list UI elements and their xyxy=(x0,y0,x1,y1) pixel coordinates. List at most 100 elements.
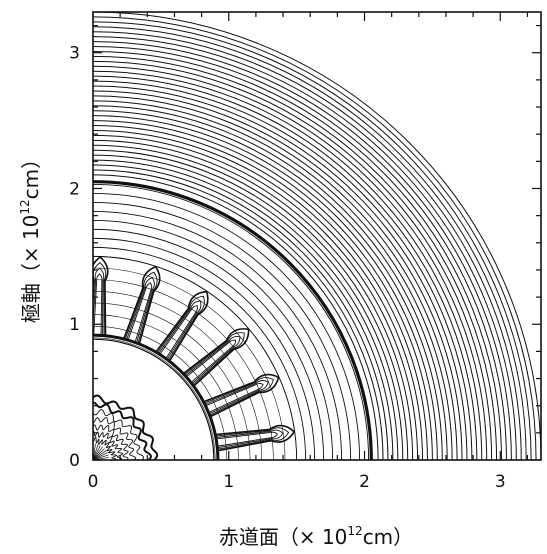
core-contour xyxy=(93,401,152,460)
core-contour xyxy=(93,417,137,460)
shell-contour xyxy=(93,246,307,460)
plume-contour xyxy=(124,271,158,344)
x-tick-label: 0 xyxy=(88,472,99,492)
core-ray xyxy=(93,444,99,460)
shell-contour xyxy=(93,201,352,460)
x-tick-label: 1 xyxy=(223,472,234,492)
y-axis-title: 極軸（× 1012cm） xyxy=(18,149,43,323)
plot-frame xyxy=(92,11,542,461)
outer-contour xyxy=(93,50,503,460)
plume-contour xyxy=(215,424,296,452)
plume-contour xyxy=(203,373,280,418)
outer-contour xyxy=(93,100,453,460)
outer-contour xyxy=(93,80,473,460)
outer-contour xyxy=(93,65,488,460)
outer-contour xyxy=(93,41,512,460)
plume-contour xyxy=(186,339,237,383)
mid-contour xyxy=(93,302,251,460)
plume-contour xyxy=(205,382,264,413)
outer-contour xyxy=(93,169,384,460)
x-axis-title: 赤道面（× 1012cm） xyxy=(219,524,413,549)
outer-contour xyxy=(93,174,379,460)
outer-contour xyxy=(93,12,541,460)
outer-contour xyxy=(93,70,483,460)
outer-contour xyxy=(93,31,522,460)
plume-contour xyxy=(204,377,274,416)
plume-contour xyxy=(93,273,103,336)
plume-contour xyxy=(156,295,205,361)
mid-contour xyxy=(93,256,297,460)
y-tick-labels: 0 1 2 3 xyxy=(69,44,80,471)
outer-contour xyxy=(93,46,507,460)
plume-base-contour xyxy=(93,333,220,460)
mid-contour xyxy=(93,290,263,460)
outer-contour xyxy=(93,159,394,460)
plume-contour xyxy=(127,282,153,343)
outer-contour xyxy=(93,164,389,460)
y-tick-label: 2 xyxy=(69,179,80,199)
axis-ticks xyxy=(92,12,541,461)
x-tick-label: 2 xyxy=(359,472,370,492)
outer-contour xyxy=(93,139,414,460)
shell-contour xyxy=(93,210,343,460)
outer-contour xyxy=(93,75,478,460)
mid-contour xyxy=(93,267,286,460)
core-contour xyxy=(93,429,124,460)
plume-contour xyxy=(204,380,269,415)
outer-contour xyxy=(93,90,463,460)
outer-contour xyxy=(93,149,404,460)
shell-contour xyxy=(93,192,361,460)
core-ray xyxy=(93,454,109,460)
shell-contour xyxy=(93,219,334,460)
outer-contour xyxy=(93,110,443,460)
plume-contour xyxy=(215,429,284,449)
plume-contour xyxy=(93,255,109,336)
plume-contour xyxy=(126,277,155,343)
outer-contour xyxy=(93,16,537,460)
plume-contour xyxy=(93,267,105,336)
outer-contour xyxy=(93,105,448,460)
plume-base-contour xyxy=(93,338,215,460)
outer-contour xyxy=(93,115,438,460)
shell-contour xyxy=(93,228,325,460)
core-ray xyxy=(93,446,103,460)
y-tick-label: 3 xyxy=(69,44,80,64)
plume-contour xyxy=(215,427,290,450)
core-contour xyxy=(93,436,118,460)
outer-contour xyxy=(93,55,498,460)
outer-contour xyxy=(93,60,493,460)
outer-contour xyxy=(93,129,424,460)
outer-contour xyxy=(93,144,409,460)
outer-contour xyxy=(93,85,468,460)
plume-contour xyxy=(185,336,241,385)
mid-contour xyxy=(93,314,239,460)
plume-contour xyxy=(155,290,209,362)
outer-contour xyxy=(93,120,433,460)
plume-contour xyxy=(159,305,198,359)
outer-contour xyxy=(93,26,527,460)
plume-contour xyxy=(182,328,250,387)
core-contour xyxy=(93,409,145,460)
outer-contour xyxy=(93,36,517,460)
mid-contour xyxy=(93,337,216,460)
outer-contour xyxy=(93,134,419,460)
y-tick-label: 1 xyxy=(69,315,80,335)
plume-contour xyxy=(216,431,278,447)
mid-contour xyxy=(93,279,274,460)
core-ray xyxy=(93,452,108,460)
core-ray xyxy=(93,448,105,460)
plume-contour xyxy=(123,265,161,344)
outer-contour xyxy=(93,21,532,460)
x-tick-labels: 0 1 2 3 xyxy=(88,472,506,492)
core-contour xyxy=(93,394,159,460)
mid-contour xyxy=(93,325,228,460)
core-ray xyxy=(93,450,107,460)
y-tick-label: 0 xyxy=(69,451,80,471)
x-tick-label: 3 xyxy=(495,472,506,492)
plume-contour xyxy=(158,300,202,360)
outer-contour xyxy=(93,154,399,460)
core-ray xyxy=(93,445,101,460)
outer-contour xyxy=(93,125,428,460)
shell-contour xyxy=(93,237,316,460)
